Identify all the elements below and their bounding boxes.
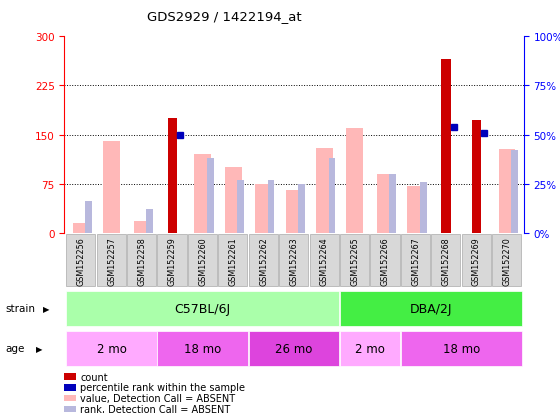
Bar [329, 159, 335, 233]
Bar [316, 148, 333, 233]
Bar [73, 223, 90, 233]
Bar [511, 151, 518, 233]
Text: GSM152257: GSM152257 [107, 236, 116, 285]
Bar [255, 184, 272, 233]
FancyBboxPatch shape [188, 235, 217, 287]
Text: ▶: ▶ [36, 344, 43, 353]
FancyBboxPatch shape [310, 235, 339, 287]
FancyBboxPatch shape [340, 235, 369, 287]
FancyBboxPatch shape [66, 291, 339, 326]
Text: 18 mo: 18 mo [442, 342, 480, 355]
FancyBboxPatch shape [340, 291, 522, 326]
Bar [237, 180, 244, 233]
Text: strain: strain [6, 304, 36, 314]
Bar [420, 183, 427, 233]
Bar [146, 210, 153, 233]
Bar [498, 150, 515, 233]
Text: C57BL/6J: C57BL/6J [175, 302, 231, 315]
Text: age: age [6, 344, 25, 354]
Bar [85, 202, 92, 233]
Text: rank, Detection Call = ABSENT: rank, Detection Call = ABSENT [80, 404, 230, 413]
Text: value, Detection Call = ABSENT: value, Detection Call = ABSENT [80, 393, 235, 403]
Text: GSM152266: GSM152266 [381, 236, 390, 285]
FancyBboxPatch shape [66, 235, 95, 287]
FancyBboxPatch shape [157, 235, 186, 287]
Text: percentile rank within the sample: percentile rank within the sample [80, 382, 245, 392]
Bar [225, 168, 241, 233]
Text: ▶: ▶ [43, 304, 49, 313]
FancyBboxPatch shape [401, 235, 430, 287]
Text: GSM152262: GSM152262 [259, 236, 268, 285]
Bar [207, 159, 213, 233]
Text: count: count [80, 372, 108, 382]
FancyBboxPatch shape [461, 235, 491, 287]
Bar [441, 60, 451, 233]
Text: GSM152258: GSM152258 [137, 236, 147, 285]
Text: GSM152270: GSM152270 [502, 236, 511, 285]
Bar [407, 186, 424, 233]
FancyBboxPatch shape [340, 332, 400, 366]
Bar [103, 142, 120, 233]
Text: GSM152263: GSM152263 [290, 236, 298, 285]
Bar [134, 221, 150, 233]
Bar [377, 174, 394, 233]
FancyBboxPatch shape [127, 235, 156, 287]
FancyBboxPatch shape [370, 235, 399, 287]
Text: GSM152259: GSM152259 [168, 236, 177, 285]
Bar [194, 155, 211, 233]
Text: GSM152268: GSM152268 [441, 236, 451, 285]
Text: DBA/2J: DBA/2J [409, 302, 452, 315]
FancyBboxPatch shape [401, 332, 522, 366]
Text: GSM152260: GSM152260 [198, 236, 207, 285]
FancyBboxPatch shape [249, 235, 278, 287]
FancyBboxPatch shape [97, 235, 126, 287]
Bar [286, 191, 302, 233]
Bar [268, 180, 274, 233]
FancyBboxPatch shape [218, 235, 248, 287]
Text: GSM152267: GSM152267 [411, 236, 420, 285]
FancyBboxPatch shape [279, 235, 309, 287]
Text: GSM152269: GSM152269 [472, 236, 481, 285]
Bar [389, 174, 396, 233]
FancyBboxPatch shape [249, 332, 339, 366]
FancyBboxPatch shape [157, 332, 248, 366]
Text: 2 mo: 2 mo [96, 342, 127, 355]
Bar [298, 184, 305, 233]
Text: GSM152256: GSM152256 [77, 236, 86, 285]
Text: GSM152265: GSM152265 [351, 236, 360, 285]
Text: 2 mo: 2 mo [355, 342, 385, 355]
Bar [347, 129, 363, 233]
Text: GSM152261: GSM152261 [228, 236, 237, 285]
Text: GDS2929 / 1422194_at: GDS2929 / 1422194_at [147, 10, 301, 23]
FancyBboxPatch shape [492, 235, 521, 287]
Text: 26 mo: 26 mo [276, 342, 312, 355]
Bar [168, 119, 177, 233]
Text: GSM152264: GSM152264 [320, 236, 329, 285]
Text: 18 mo: 18 mo [184, 342, 221, 355]
Bar [472, 121, 481, 233]
FancyBboxPatch shape [66, 332, 157, 366]
FancyBboxPatch shape [431, 235, 460, 287]
